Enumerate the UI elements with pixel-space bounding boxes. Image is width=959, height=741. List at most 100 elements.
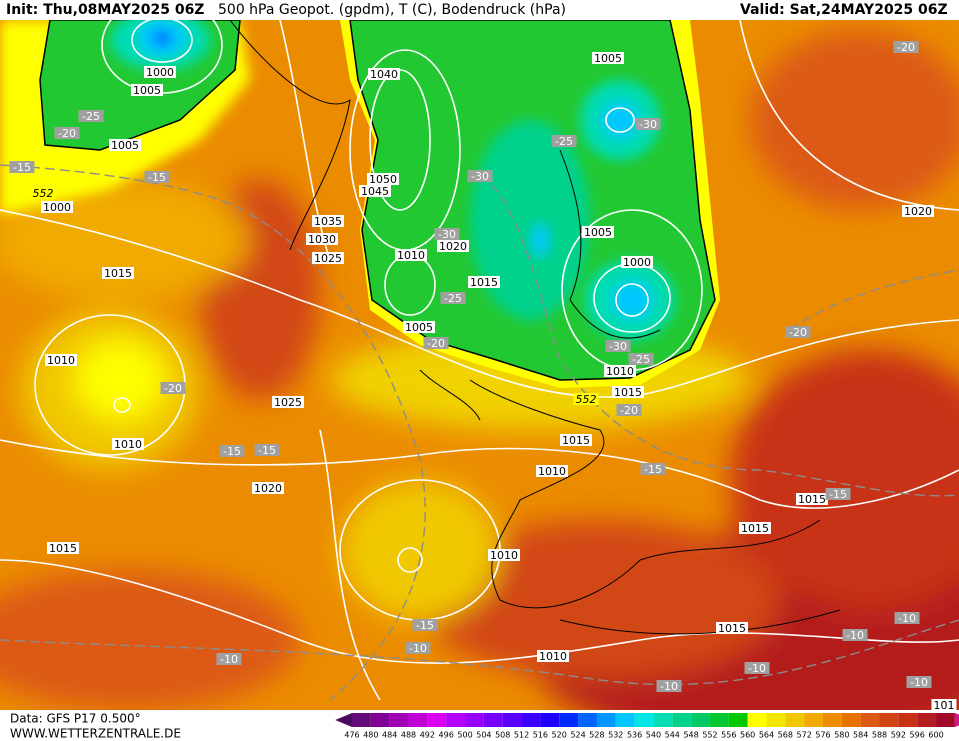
- colorbar-bin: [446, 713, 466, 727]
- colorbar-bin: [559, 713, 579, 727]
- pressure-label-box: [306, 233, 338, 245]
- coastlines: [229, 20, 841, 635]
- temperature-label-box: [744, 662, 770, 674]
- temperature-label: -25: [444, 292, 462, 305]
- temperature-label: -30: [639, 118, 657, 131]
- pressure-label-box: [359, 185, 391, 197]
- pressure-label: 1010: [114, 438, 142, 451]
- colorbar-label: 536: [627, 731, 642, 740]
- height-label: 552: [576, 393, 597, 406]
- temperature-label: -25: [632, 353, 650, 366]
- colorbar-bin: [615, 713, 635, 727]
- pressure-label-box: [41, 201, 73, 213]
- pressure-label: 1000: [623, 256, 651, 269]
- header-bar: [0, 0, 959, 20]
- pressure-label-box: [604, 365, 636, 377]
- colorbar-arrow: [335, 713, 352, 727]
- init-time: Init: Thu,08MAY2025 06Z: [6, 2, 204, 18]
- pressure-label-box: [109, 139, 141, 151]
- colorbar-label: 480: [363, 731, 378, 740]
- temperature-label-box: [467, 170, 493, 182]
- pressure-label: 1015: [741, 522, 769, 535]
- temperature-label: -20: [789, 326, 807, 339]
- pressure-label-box: [716, 622, 748, 634]
- temperature-label: -15: [416, 619, 434, 632]
- temperature-label-box: [656, 680, 682, 692]
- temperature-label: -15: [223, 445, 241, 458]
- temperature-label: -20: [164, 382, 182, 395]
- pressure-label: 1025: [274, 396, 302, 409]
- colorbar-label: 512: [514, 731, 529, 740]
- temperature-label: -30: [438, 228, 456, 241]
- pressure-label-box: [537, 650, 569, 662]
- pressure-label: 1010: [47, 354, 75, 367]
- field-shading: [0, 30, 959, 710]
- colorbar-label: 504: [476, 731, 491, 740]
- temperature-label: -20: [897, 41, 915, 54]
- temperature-label: -10: [748, 662, 766, 675]
- pressure-label: 1050: [369, 173, 397, 186]
- pressure-label-box: [144, 66, 176, 78]
- temperature-label: -15: [148, 171, 166, 184]
- pressure-label-box: [395, 249, 427, 261]
- colorbar-bin: [370, 713, 390, 727]
- colorbar-label: 564: [759, 731, 774, 740]
- temperature-label-box: [640, 463, 666, 475]
- pressure-label-box: [45, 354, 77, 366]
- pressure-label: 1020: [254, 482, 282, 495]
- colorbar-bin: [540, 713, 560, 727]
- colorbar-label: 540: [646, 731, 661, 740]
- cold-core-west: [110, 20, 210, 70]
- pressure-label: 1015: [562, 434, 590, 447]
- pressure-label: 1010: [538, 465, 566, 478]
- colorbar-label: 588: [872, 731, 887, 740]
- cold-cores: [470, 80, 675, 340]
- colorbar-bin: [691, 713, 710, 727]
- pressure-label: 1015: [104, 267, 132, 280]
- colorbar-label: 580: [834, 731, 849, 740]
- pressure-label-box: [902, 205, 934, 217]
- colorbar-bin: [936, 713, 955, 727]
- colorbar-label: 592: [891, 731, 906, 740]
- temperature-label-box: [9, 161, 35, 173]
- temperature-label: -20: [58, 127, 76, 140]
- colorbar-bin: [766, 713, 786, 727]
- colorbar-bin: [427, 713, 447, 727]
- temperature-label-box: [219, 445, 245, 457]
- temperature-label-box: [628, 353, 654, 365]
- pressure-label: 1005: [584, 226, 612, 239]
- colorbar-arrow: [954, 713, 959, 727]
- pressure-label-box: [796, 493, 828, 505]
- temperature-label-box: [160, 382, 186, 394]
- pressure-label: 101: [934, 699, 955, 712]
- colorbar-bin: [860, 713, 880, 727]
- temperature-label-box: [894, 612, 920, 624]
- height-label: 552: [33, 187, 54, 200]
- colorbar-bin: [596, 713, 616, 727]
- temperature-label-box: [616, 404, 642, 416]
- temperature-label-box: [635, 118, 661, 130]
- colorbar-label: 488: [401, 731, 416, 740]
- pressure-label-box: [621, 256, 653, 268]
- colorbar-bin: [672, 713, 692, 727]
- temperature-label: -10: [660, 680, 678, 693]
- pressure-label-box: [403, 321, 435, 333]
- pressure-label: 1000: [146, 66, 174, 79]
- colorbar-label: 508: [495, 731, 510, 740]
- colorbar-bin: [389, 713, 409, 727]
- colorbar-bin: [483, 713, 503, 727]
- colorbar-label: 548: [683, 731, 698, 740]
- colorbar-label: 576: [815, 731, 830, 740]
- colorbar-label: 596: [910, 731, 925, 740]
- pressure-label-box: [536, 465, 568, 477]
- pressure-label: 1005: [133, 84, 161, 97]
- colorbar-label: 524: [570, 731, 585, 740]
- colorbar-label: 584: [853, 731, 868, 740]
- isotherms: [0, 164, 959, 701]
- colorbar-bin: [352, 713, 371, 727]
- map-labels: 1000100510051000101510101010102510201015…: [9, 41, 957, 712]
- pressure-label-box: [47, 542, 79, 554]
- pressure-label-box: [252, 482, 284, 494]
- colorbar-bin: [823, 713, 842, 727]
- colorbar-label: 556: [721, 731, 736, 740]
